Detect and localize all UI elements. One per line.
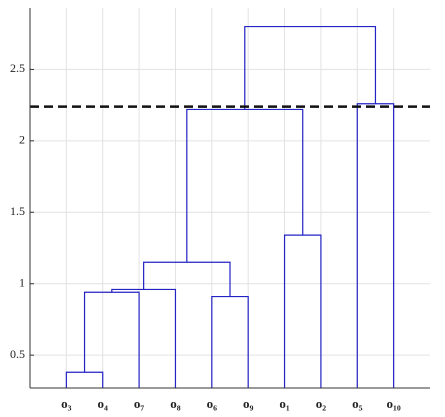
leaf-label: o₄ — [98, 396, 109, 411]
leaf-label: o₈ — [170, 396, 181, 411]
link — [356, 103, 395, 388]
link — [111, 288, 177, 388]
link — [83, 291, 140, 388]
y-tick-label: 2.5 — [10, 61, 25, 75]
leaf-label: o₆ — [207, 396, 218, 411]
leaf-label: o₉ — [243, 396, 254, 411]
link — [211, 295, 249, 388]
leaf-label: o₁₀ — [386, 396, 400, 411]
leaf-label: o₂ — [316, 396, 327, 411]
y-tick-label: 0.5 — [10, 347, 25, 361]
y-tick-label: 2 — [19, 133, 25, 147]
leaf-label: o₇ — [134, 396, 145, 411]
link — [186, 108, 304, 263]
y-tick-label: 1.5 — [10, 204, 25, 218]
link — [283, 234, 322, 388]
link — [244, 25, 377, 110]
leaf-label: o₅ — [352, 396, 363, 411]
link — [65, 371, 104, 388]
link — [143, 261, 231, 297]
leaf-label: o₃ — [61, 396, 72, 411]
leaf-label: o₁ — [279, 396, 290, 411]
y-tick-label: 1 — [19, 275, 25, 289]
